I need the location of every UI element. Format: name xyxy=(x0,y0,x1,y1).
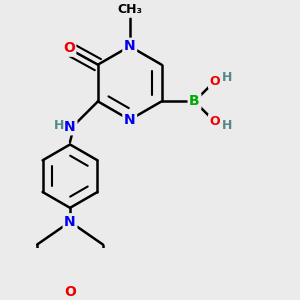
Text: CH₃: CH₃ xyxy=(117,3,142,16)
Text: O: O xyxy=(63,41,75,55)
Text: H: H xyxy=(53,119,64,132)
Text: H: H xyxy=(222,71,233,84)
Text: N: N xyxy=(64,215,76,229)
Text: B: B xyxy=(189,94,200,108)
Text: N: N xyxy=(64,120,76,134)
Text: H: H xyxy=(222,119,233,132)
Text: O: O xyxy=(209,75,220,88)
Text: O: O xyxy=(64,286,76,299)
Text: O: O xyxy=(209,115,220,128)
Text: N: N xyxy=(124,39,136,53)
Text: N: N xyxy=(124,113,136,127)
